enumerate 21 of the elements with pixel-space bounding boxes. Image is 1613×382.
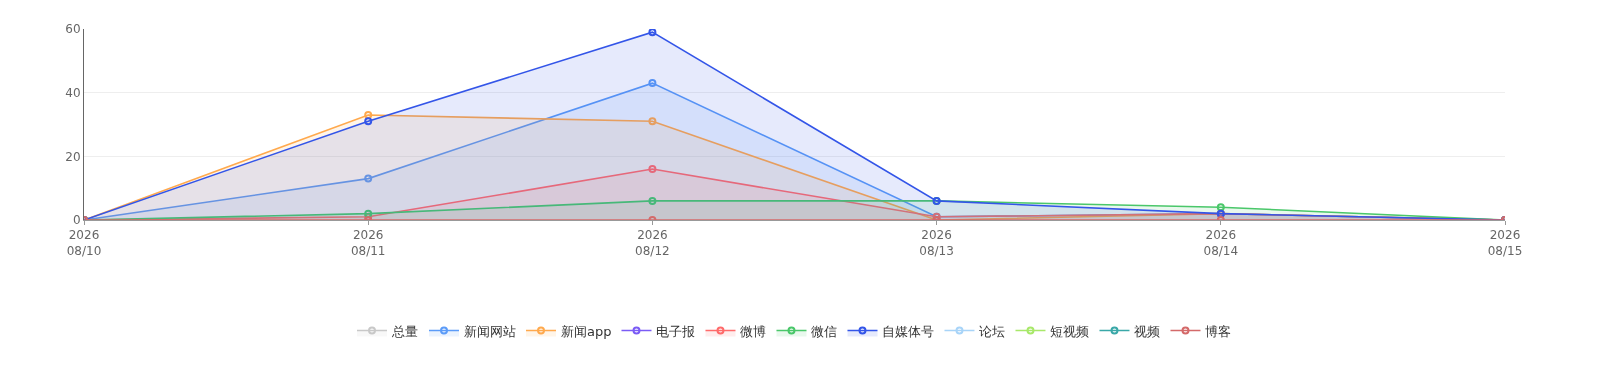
y-tick-label: 40 bbox=[65, 85, 81, 100]
legend-label: 新闻网站 bbox=[464, 323, 516, 339]
x-tick-label: 2026 08/11 bbox=[350, 228, 386, 258]
y-tick-label: 0 bbox=[72, 213, 81, 228]
legend-label: 自媒体号 bbox=[882, 323, 935, 339]
legend-label: 微博 bbox=[740, 323, 767, 339]
legend-label: 新闻app bbox=[561, 323, 612, 339]
legend-label: 总量 bbox=[391, 323, 418, 339]
legend-label: 博客 bbox=[1205, 323, 1232, 339]
legend-label: 微信 bbox=[811, 323, 838, 339]
y-tick-label: 20 bbox=[65, 149, 81, 164]
legend-label: 电子报 bbox=[656, 323, 696, 339]
legend-label: 论坛 bbox=[979, 323, 1006, 339]
legend-label: 视频 bbox=[1134, 323, 1161, 339]
x-tick-label: 2026 08/13 bbox=[919, 228, 954, 258]
x-tick-label: 2026 08/14 bbox=[1203, 228, 1239, 258]
x-tick-label: 2026 08/12 bbox=[635, 228, 670, 258]
x-tick-label: 2026 08/15 bbox=[1487, 228, 1523, 258]
y-tick-label: 60 bbox=[65, 22, 81, 37]
x-tick-label: 2026 08/10 bbox=[66, 228, 102, 258]
legend-label: 短视频 bbox=[1050, 323, 1090, 339]
